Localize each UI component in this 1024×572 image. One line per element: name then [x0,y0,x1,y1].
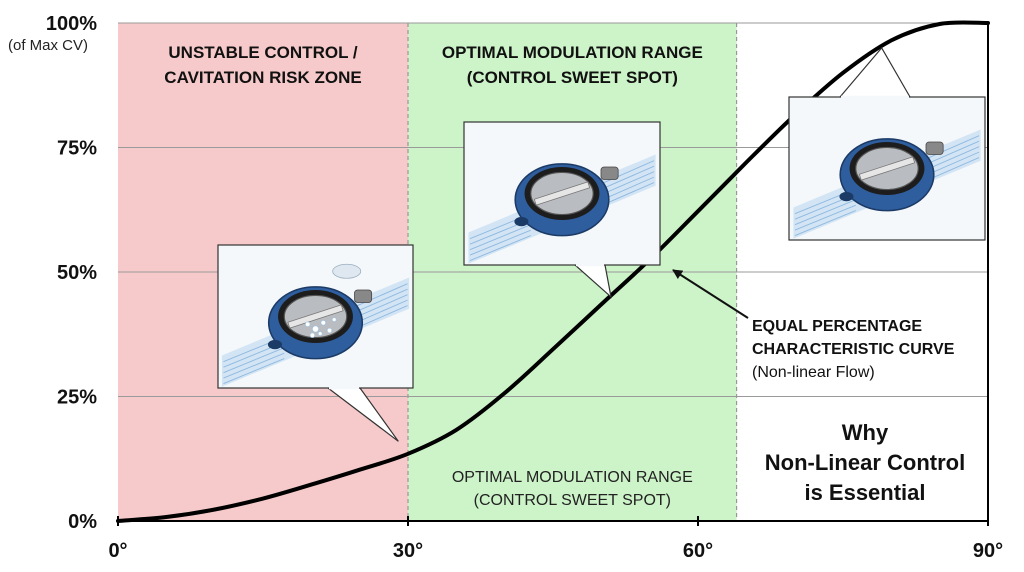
y-tick-label-3: 75% [57,138,97,160]
y-tick-label-2: 50% [57,262,97,284]
open-flow-line [794,210,856,237]
modulating-valve-shaft [600,166,619,180]
cavitation-cavitation-bubble-3 [326,327,333,334]
curve-annotation-line-3: (Non-linear Flow) [752,364,875,381]
open-flow-line [794,199,856,226]
cavitation-flow-line [223,358,285,385]
cavitation-cavitation-bubble-0 [305,321,311,327]
unstable-zone-title-2: CAVITATION RISK ZONE [164,68,361,87]
tagline-line-2: Non-Linear Control [765,450,965,475]
text-layer: UNSTABLE CONTROL / CAVITATION RISK ZONE OP… [164,43,965,509]
modulating-valve-illustration [468,154,656,264]
cavitation-cavitation-bubble-6 [331,317,337,322]
modulating-flow-line [469,229,531,256]
cavitation-cavitation-bubble-1 [312,325,319,333]
cavitation-valve-illustration [221,263,410,387]
curve-annotation-line-2: CHARACTERISTIC CURVE [752,341,955,358]
curve-annotation-arrow [672,269,749,319]
unstable-zone-title-1: UNSTABLE CONTROL / [168,43,357,62]
x-tick-label-2: 60° [683,540,713,562]
open-valve-illustration [793,129,981,239]
x-tick-label-3: 90° [973,540,1003,562]
cavitation-vapor-cloud [332,263,362,279]
curve-layer [116,20,990,523]
cavitation-flow-line [223,352,285,379]
equal-percentage-curve [116,20,990,523]
y-tick-label-0: 0% [68,511,97,533]
y-tick-label-1: 25% [57,387,97,409]
callout-cavitation-valve [217,244,414,442]
optimal-zone-title-2: (CONTROL SWEET SPOT) [467,68,678,87]
modulating-valve-stem [533,181,591,206]
cavitation-valve-lug [267,339,282,350]
cavitation-cavitation-bubble-4 [317,331,323,336]
callout-open-valve [788,46,986,241]
tagline-line-3: is Essential [804,480,925,505]
cavitation-valve-stem [287,304,344,329]
cavitation-cavitation-bubble-2 [320,320,326,326]
callout-modulating-valve [463,121,661,299]
callout-tail-3 [838,46,912,98]
optimal-zone-note-1: OPTIMAL MODULATION RANGE [452,469,693,486]
modulating-flow-line [469,235,531,262]
open-valve-shaft [925,141,944,155]
y-unit-note: (of Max CV) [8,37,88,54]
optimal-zone-note-2: (CONTROL SWEET SPOT) [474,492,671,509]
open-valve-lug [839,191,854,202]
optimal-zone-title-1: OPTIMAL MODULATION RANGE [442,43,703,62]
cavitation-flow-line [223,347,285,374]
curve-annotation-line-1: EQUAL PERCENTAGE [752,318,922,335]
cavitation-cavitation-bubble-5 [309,332,316,338]
tagline-line-1: Why [842,420,889,445]
open-flow-line [794,204,856,231]
y-tick-label-4: 100% [46,13,97,35]
callout-layer [217,46,986,442]
x-tick-label-1: 30° [393,540,423,562]
modulating-valve-lug [514,216,529,227]
axis-layer: 0° 30° 60° 90° 0% 25% 50% 75% 100% (of Max CV) [8,13,1003,562]
cavitation-valve-shaft [354,289,373,303]
open-valve-stem [858,156,916,181]
x-tick-label-0: 0° [108,540,127,562]
modulating-flow-line [469,224,531,251]
